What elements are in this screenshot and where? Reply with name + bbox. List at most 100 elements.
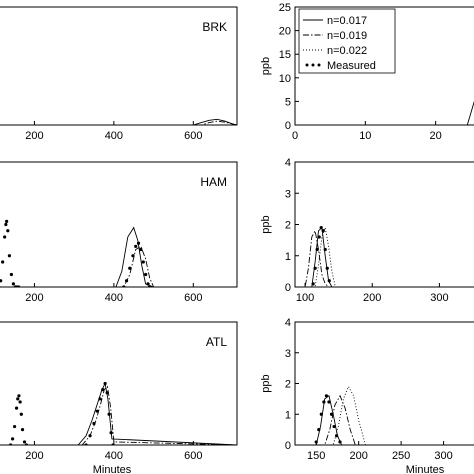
- measured-point: [9, 443, 13, 445]
- x-tick-label: 600: [184, 130, 202, 142]
- measured-point: [14, 406, 19, 410]
- y-axis-label: ppb: [260, 374, 272, 392]
- series-line-dashdot: [295, 229, 474, 287]
- legend-label: n=0.019: [327, 30, 367, 42]
- measured-point: [0, 279, 3, 283]
- measured-point: [313, 266, 317, 270]
- x-tick-label: 100: [296, 292, 314, 304]
- x-tick-label: 200: [25, 292, 43, 304]
- x-tick-label: 10: [359, 130, 371, 142]
- series-line-solid: [0, 118, 237, 125]
- measured-point: [18, 400, 22, 404]
- series-line-dashdot: [0, 385, 237, 445]
- measured-point: [12, 424, 17, 429]
- x-tick-label: 400: [105, 292, 123, 304]
- axes-frame: [294, 161, 474, 288]
- measured-point: [105, 391, 109, 395]
- measured-point: [335, 434, 339, 438]
- series-group: [0, 118, 237, 125]
- y-tick-label: 3: [285, 188, 291, 200]
- x-tick-label: 300: [430, 292, 448, 304]
- measured-point: [16, 397, 20, 401]
- panel-5: 200 400 600 Minutes ATL: [0, 321, 238, 474]
- measured-point: [322, 400, 326, 404]
- legend-marker: [311, 63, 315, 67]
- measured-point: [3, 235, 7, 239]
- measured-point: [317, 235, 321, 239]
- legend-label: n=0.022: [327, 45, 367, 57]
- measured-point: [1, 260, 5, 264]
- x-tick-label: 200: [25, 450, 43, 462]
- panel-4: 10020030040001234ppb: [260, 157, 474, 304]
- x-tick-label: 400: [105, 450, 123, 462]
- y-tick-label: 0: [285, 282, 291, 294]
- series-line-solid: [295, 395, 474, 445]
- y-tick-label: 2: [285, 379, 291, 391]
- x-tick-label: 0: [292, 130, 298, 142]
- panel-3: 200 400 600 HAM: [0, 161, 238, 304]
- series-group: [0, 219, 155, 287]
- measured-point: [95, 409, 99, 413]
- series-group: [295, 385, 474, 445]
- x-tick-label: 250: [392, 450, 410, 462]
- series-line-solid: [295, 226, 474, 287]
- axes-frame: [294, 321, 474, 446]
- y-tick-label: 0: [285, 120, 291, 132]
- measured-point: [128, 266, 132, 270]
- measured-point: [338, 440, 342, 444]
- measured-point: [22, 440, 27, 444]
- series-line-dotted: [295, 225, 474, 287]
- panel-6: 15020025030035001234ppbMinutes: [260, 317, 474, 474]
- legend: n=0.017 n=0.019 n=0.022 Measured: [298, 8, 396, 74]
- series-line-dotted: [295, 385, 474, 445]
- measured-point: [4, 222, 8, 227]
- series-line-solid: [0, 226, 154, 287]
- measured-point: [124, 279, 129, 283]
- y-tick-label: 3: [285, 348, 291, 360]
- measured-point: [7, 254, 12, 258]
- measured-point: [319, 412, 323, 416]
- measured-point: [319, 226, 323, 230]
- x-tick-label: 600: [184, 450, 202, 462]
- measured-point: [5, 219, 9, 223]
- x-tick-label: 200: [349, 450, 367, 462]
- y-tick-label: 10: [279, 73, 291, 85]
- y-tick-label: 1: [285, 251, 291, 263]
- measured-point: [141, 260, 145, 264]
- station-label: ATL: [206, 335, 227, 349]
- y-tick-label: 5: [285, 96, 291, 108]
- measured-point: [16, 285, 21, 287]
- measured-point: [88, 434, 92, 438]
- x-axis-label: Minutes: [93, 464, 132, 474]
- series-line-solid: [295, 100, 474, 125]
- measured-point: [9, 272, 13, 277]
- station-label: HAM: [200, 175, 227, 189]
- x-tick-label: 300: [434, 450, 452, 462]
- measured-point: [332, 424, 336, 429]
- measured-point: [139, 247, 143, 252]
- y-tick-label: 4: [285, 157, 291, 169]
- measured-point: [136, 241, 141, 245]
- y-tick-label: 4: [285, 317, 291, 329]
- measured-point: [327, 400, 331, 404]
- panel-2: 01020300510152025ppbn=0.017n=0.019n=0.02…: [260, 2, 474, 142]
- measured-point: [329, 412, 334, 416]
- measured-point: [111, 443, 115, 445]
- y-tick-label: 1: [285, 409, 291, 421]
- y-tick-label: 25: [279, 2, 291, 14]
- measured-point: [84, 443, 88, 445]
- measured-point: [144, 272, 148, 277]
- measured-point: [131, 254, 135, 258]
- series-line-dashdot: [295, 394, 474, 445]
- measured-point: [321, 229, 325, 233]
- x-tick-label: 150: [307, 450, 325, 462]
- measured-point: [148, 285, 152, 287]
- measured-point: [92, 421, 96, 426]
- y-tick-label: 15: [279, 49, 291, 61]
- measured-point: [323, 247, 327, 252]
- measured-point: [107, 412, 111, 416]
- y-tick-label: 2: [285, 220, 291, 232]
- y-tick-label: 0: [285, 440, 291, 452]
- measured-point: [325, 266, 329, 270]
